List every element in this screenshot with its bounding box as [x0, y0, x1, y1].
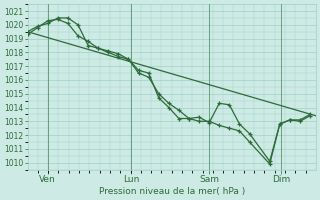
X-axis label: Pression niveau de la mer( hPa ): Pression niveau de la mer( hPa ) [99, 187, 245, 196]
